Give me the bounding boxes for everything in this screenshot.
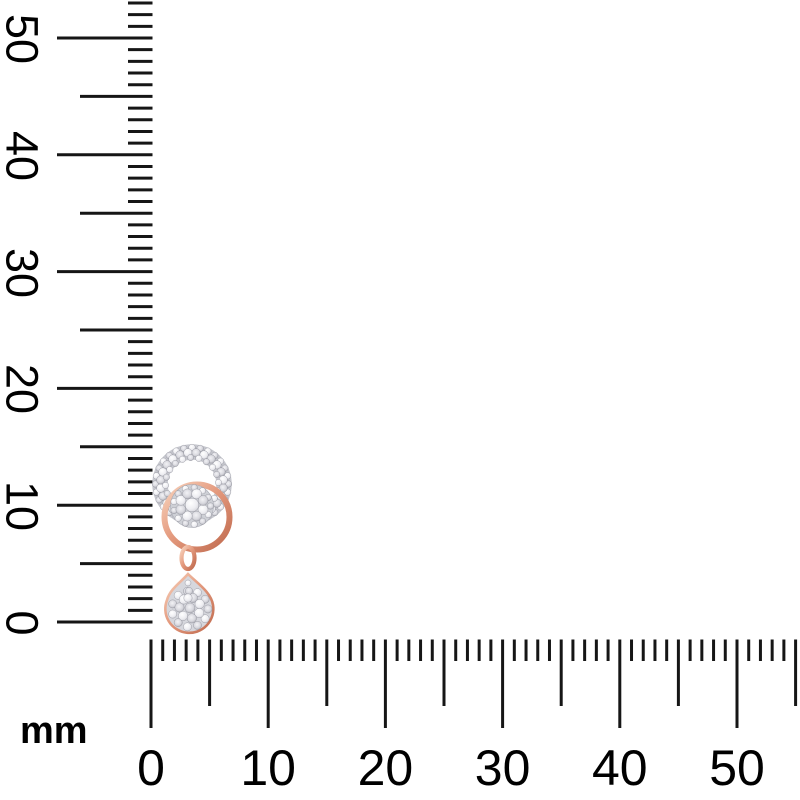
earring-illustration [151,444,233,635]
horizontal-ruler-label: 50 [709,740,765,796]
horizontal-ruler-label: 20 [357,740,414,796]
vertical-ruler-label: 20 [0,364,48,415]
horizontal-ruler-label: 30 [474,740,531,796]
horizontal-ruler-label: 0 [137,740,165,796]
unit-label: mm [20,710,88,752]
horizontal-ruler-label: 40 [591,740,648,796]
vertical-ruler-label: 30 [0,247,48,298]
horizontal-ruler-label: 10 [240,740,296,796]
vertical-ruler-label: 50 [0,13,48,65]
vertical-ruler-label: 0 [0,610,48,636]
vertical-ruler-label: 40 [0,130,48,181]
vertical-ruler-label: 10 [0,481,48,532]
horizontal-ruler-ticks [149,639,798,728]
vertical-ruler-ticks [57,1,153,624]
